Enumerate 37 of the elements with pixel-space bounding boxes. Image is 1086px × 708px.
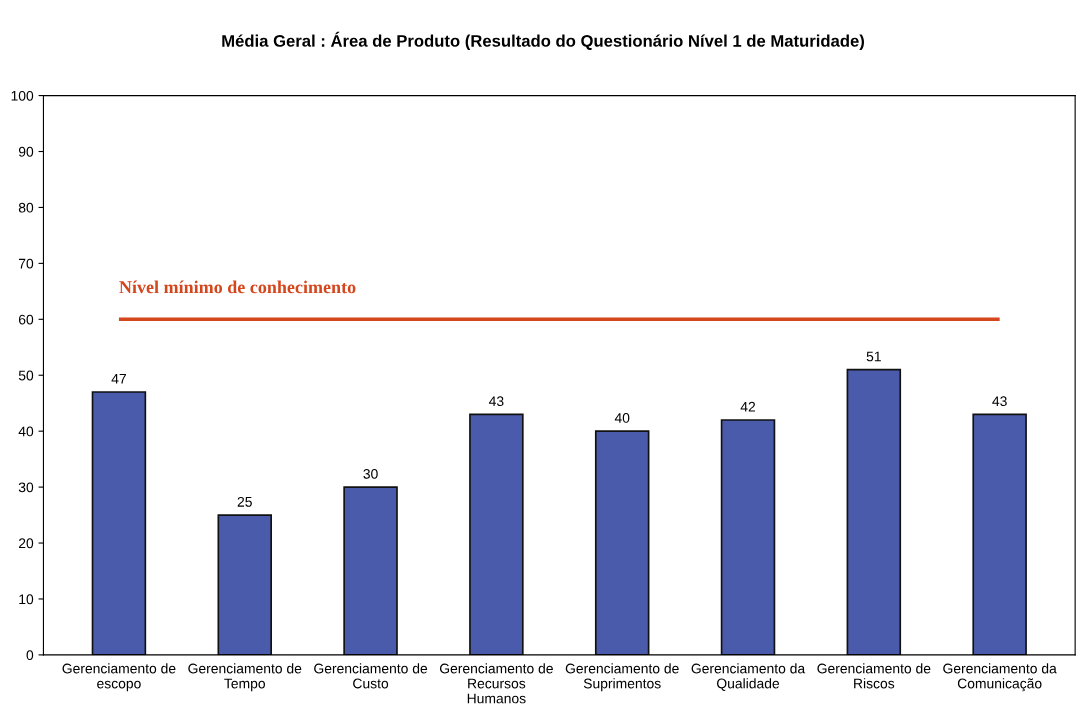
bar xyxy=(594,430,650,655)
data-label: 43 xyxy=(992,396,1007,407)
y-tick-label: 40 xyxy=(18,426,34,437)
x-tick-label: Gerenciamento da Qualidade xyxy=(691,663,806,691)
y-tick-label: 80 xyxy=(18,202,34,213)
x-tick-label: Gerenciamento de escopo xyxy=(62,663,176,692)
data-label: 51 xyxy=(866,351,881,362)
x-tick-label: Gerenciamento de Recursos Humanos xyxy=(439,663,553,704)
y-tick-label: 60 xyxy=(18,314,34,325)
bar xyxy=(343,486,398,655)
y-tick-label: 30 xyxy=(18,482,34,493)
bar xyxy=(469,413,524,655)
y-tick-label: 100 xyxy=(11,90,34,101)
x-tick-label: Gerenciamento de Suprimentos xyxy=(565,663,679,692)
data-label: 40 xyxy=(614,413,630,423)
x-tick-label: Gerenciamento da Comunicação xyxy=(943,663,1057,692)
y-tick-label: 90 xyxy=(18,146,34,157)
bar xyxy=(217,514,273,655)
ref-line-label: Nível mínimo de conhecimento xyxy=(119,280,356,294)
y-tick-label: 10 xyxy=(19,594,34,605)
data-label: 25 xyxy=(237,496,252,507)
data-label: 47 xyxy=(111,374,126,384)
x-tick-label: Gerenciamento de Tempo xyxy=(188,663,302,692)
data-label: 42 xyxy=(740,401,756,412)
bar xyxy=(91,391,147,655)
y-tick-label: 50 xyxy=(18,370,34,381)
y-tick-label: 70 xyxy=(18,258,34,269)
x-tick-label: Gerenciamento de Custo xyxy=(314,663,428,689)
data-label: 30 xyxy=(363,468,378,479)
bar xyxy=(972,413,1027,655)
x-tick-label: Gerenciamento de Riscos xyxy=(817,663,931,689)
y-tick-label: 20 xyxy=(18,538,34,549)
chart-title: Média Geral : Área de Produto (Resultado do Questionário Nível 1 de Maturidade) xyxy=(222,31,865,51)
y-tick-label: 0 xyxy=(26,650,34,661)
bar xyxy=(720,419,776,655)
data-label: 43 xyxy=(488,396,504,407)
bar xyxy=(846,368,902,655)
